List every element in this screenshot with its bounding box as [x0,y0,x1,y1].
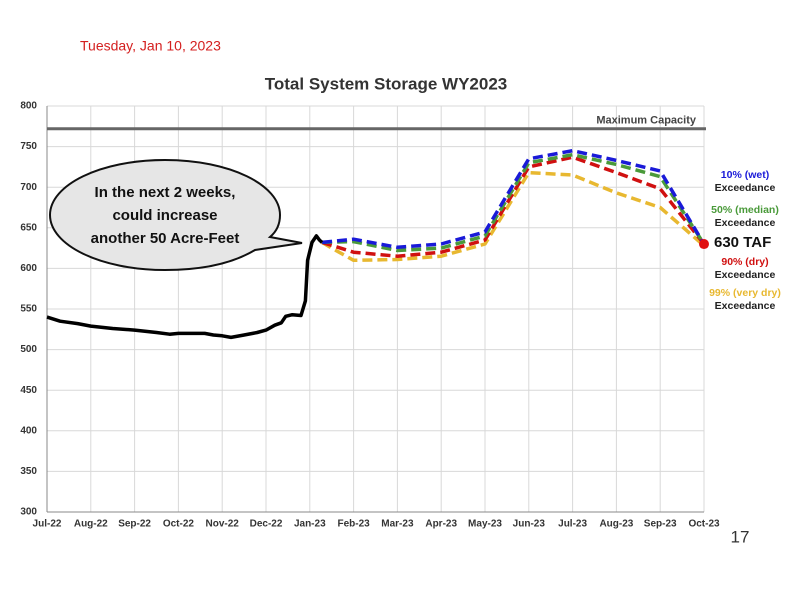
y-tick-label: 800 [20,101,37,112]
x-tick-label: Jul-23 [558,519,587,530]
x-tick-label: Sep-22 [118,519,151,530]
callout-text: could increase [112,207,217,224]
y-tick-label: 450 [20,385,37,396]
callout-bubble [48,158,303,272]
x-tick-label: Mar-23 [381,519,414,530]
chart-title: Total System Storage WY2023 [265,74,508,93]
legend-suffix: Exceedance [715,269,776,281]
x-tick-label: Jan-23 [294,519,326,530]
x-tick-label: Nov-22 [206,519,240,530]
legend-suffix: Exceedance [715,300,776,312]
y-tick-label: 600 [20,263,37,274]
legend-label: 99% (very dry) [709,287,781,299]
x-tick-label: Oct-22 [163,519,195,530]
series-line [321,170,706,263]
x-tick-label: Aug-23 [599,519,633,530]
series-line [321,148,706,250]
y-tick-label: 300 [20,507,37,518]
callout-text: another 50 Acre-Feet [91,230,240,247]
end-marker [699,239,709,250]
x-tick-label: Sep-23 [644,519,677,530]
y-tick-label: 500 [20,344,37,355]
x-tick-label: Jun-23 [513,519,546,530]
legend-suffix: Exceedance [715,182,776,194]
legend-label: 90% (dry) [721,256,768,268]
series-line [322,152,706,253]
y-tick-label: 700 [20,182,37,193]
y-tick-label: 650 [20,222,37,233]
series-line [46,234,324,340]
x-tick-label: Apr-23 [425,519,457,530]
x-tick-label: Aug-22 [74,519,108,530]
x-tick-label: Jul-22 [33,519,62,530]
callout-text: In the next 2 weeks, [95,184,236,201]
legend-label: 50% (median) [711,204,779,216]
legend-label: 10% (wet) [721,169,769,181]
page-number: 17 [731,527,750,546]
max-capacity-label: Maximum Capacity [596,115,697,127]
x-tick-label: Dec-22 [250,519,283,530]
x-tick-label: Feb-23 [337,519,370,530]
date: Tuesday, Jan 10, 2023 [80,38,221,54]
y-tick-label: 750 [20,141,37,152]
end-label: 630 TAF [714,234,771,251]
y-tick-label: 400 [20,425,37,436]
y-tick-label: 550 [20,304,37,315]
legend-suffix: Exceedance [715,217,776,229]
y-tick-label: 350 [20,466,37,477]
x-tick-label: Oct-23 [688,519,720,530]
series-line [321,155,706,258]
x-tick-label: May-23 [468,519,502,530]
